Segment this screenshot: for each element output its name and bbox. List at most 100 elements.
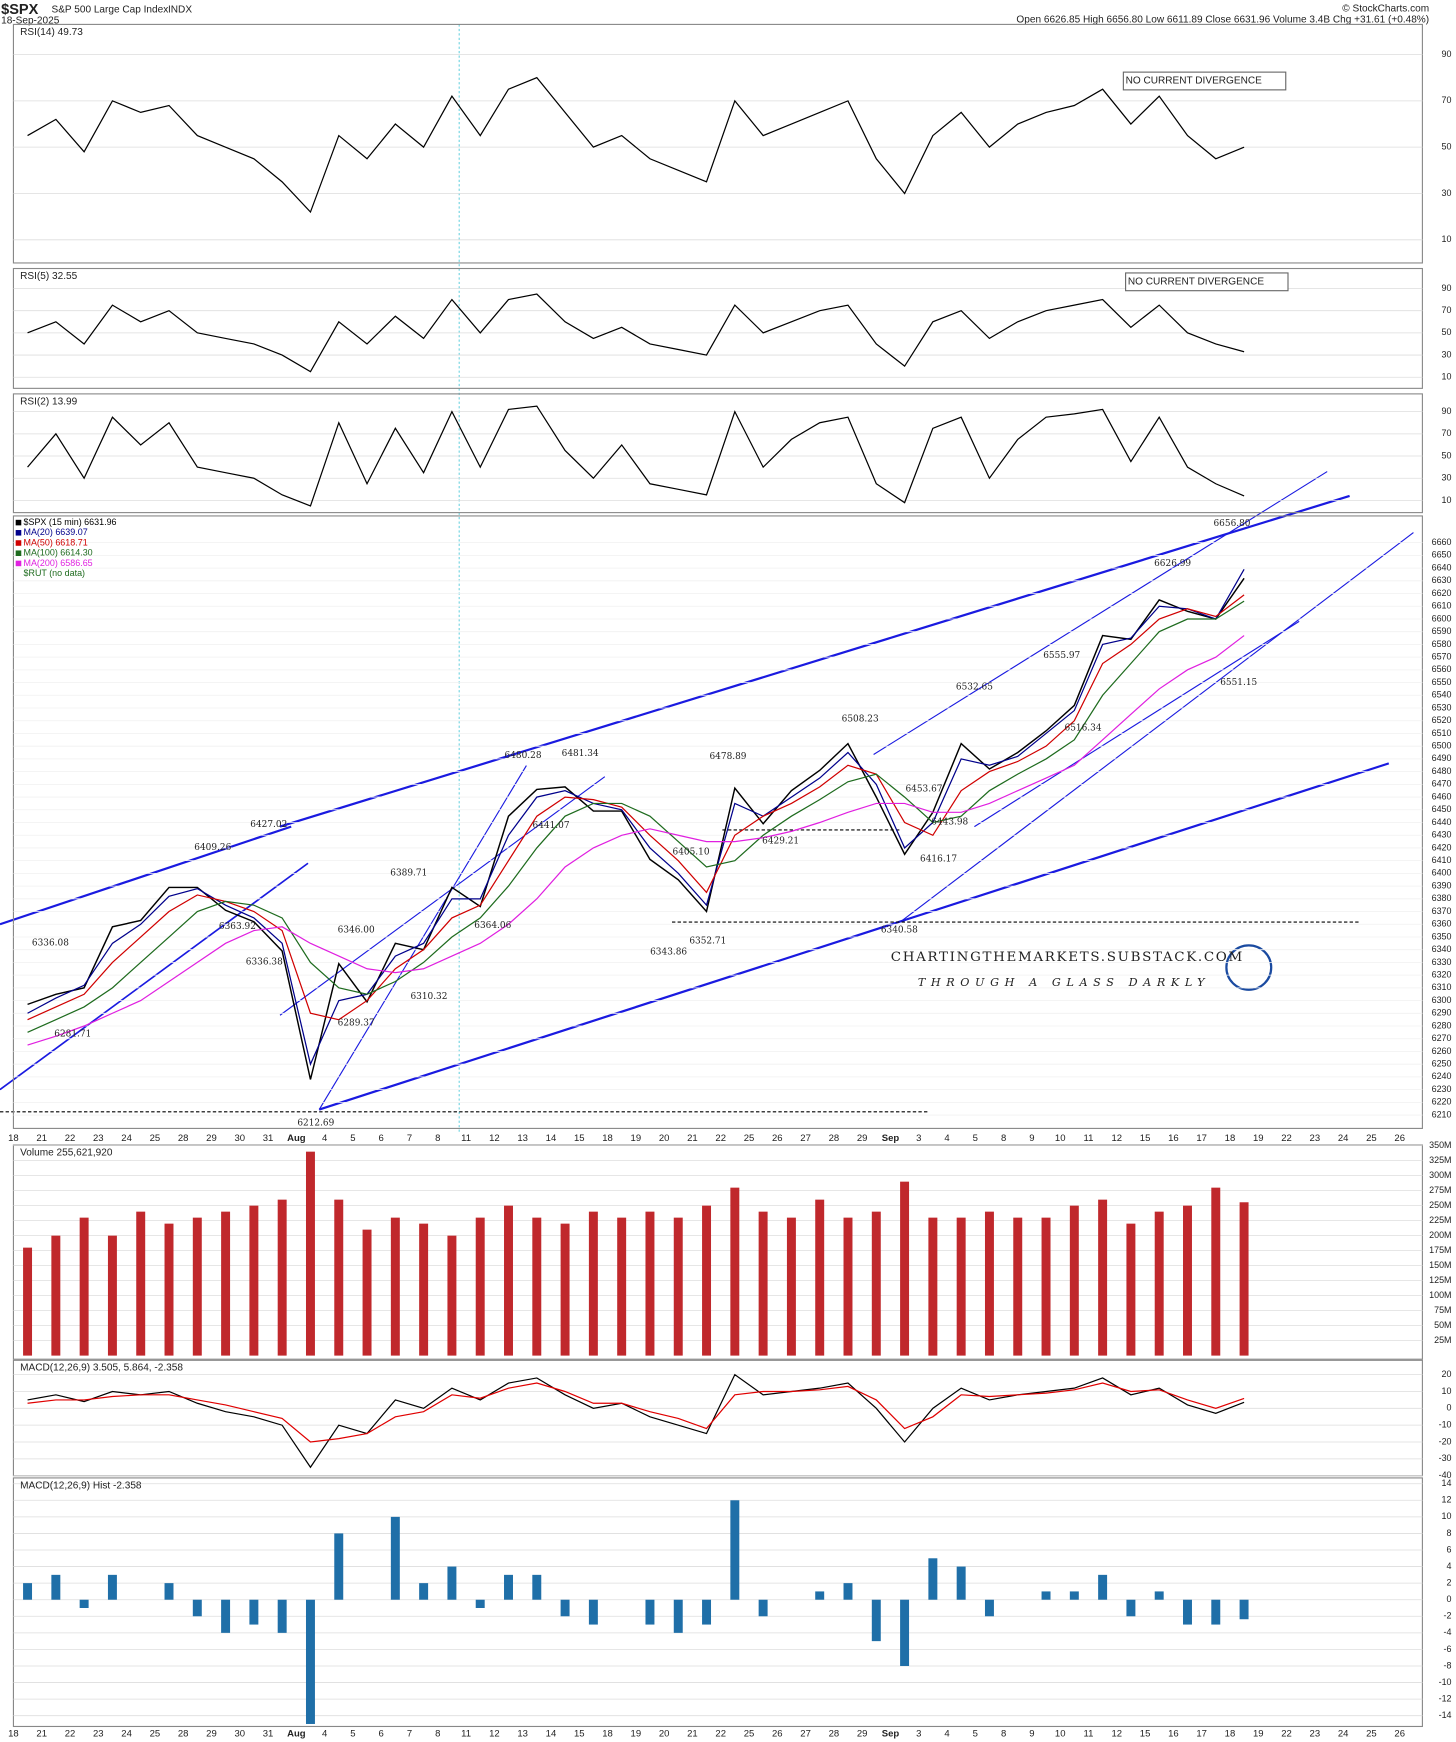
- x-tick-label: 25: [744, 1133, 755, 1144]
- bar: [1154, 1591, 1164, 1600]
- y-tick-label: 6560: [1432, 664, 1452, 674]
- legend-label: MA(100) 6614.30: [24, 548, 93, 558]
- pivot-label: 6352.71: [689, 936, 726, 946]
- bar: [192, 1599, 202, 1617]
- x-tick-label: 14: [546, 1133, 557, 1144]
- x-tick-label: 22: [1281, 1133, 1292, 1144]
- bar: [447, 1235, 457, 1356]
- x-tick-label: 28: [178, 1729, 189, 1740]
- bar: [419, 1583, 429, 1600]
- bar: [758, 1211, 768, 1356]
- bar: [51, 1235, 61, 1356]
- bar: [956, 1217, 966, 1356]
- annotation: NO CURRENT DIVERGENCE: [1126, 76, 1263, 87]
- x-tick-label: 26: [1394, 1133, 1405, 1144]
- bar: [1239, 1599, 1249, 1620]
- bar: [532, 1217, 542, 1356]
- bar: [532, 1574, 542, 1600]
- pivot-label: 6389.71: [390, 869, 427, 879]
- annotation-box: [1122, 71, 1287, 91]
- x-tick-label: 9: [1029, 1729, 1034, 1740]
- x-tick-label: 19: [631, 1729, 642, 1740]
- bar: [277, 1199, 287, 1356]
- bar: [1069, 1591, 1079, 1600]
- x-tick-label: 4: [322, 1729, 327, 1740]
- trend-line: [279, 494, 1350, 828]
- bar: [107, 1235, 117, 1356]
- x-tick-label: 15: [1140, 1133, 1151, 1144]
- y-tick-label: -4: [1444, 1627, 1452, 1637]
- x-tick-label: 25: [1366, 1133, 1377, 1144]
- pivot-label: 6516.34: [1065, 723, 1102, 733]
- y-tick-label: 70: [1442, 305, 1452, 315]
- y-tick-label: 6610: [1432, 601, 1452, 611]
- pivot-label: 6478.89: [709, 752, 746, 762]
- x-tick-label: 5: [350, 1133, 355, 1144]
- y-tick-label: 10: [1442, 1511, 1452, 1521]
- bar: [390, 1217, 400, 1356]
- bar: [51, 1574, 61, 1600]
- bar: [702, 1599, 712, 1625]
- x-tick-label: 15: [574, 1133, 585, 1144]
- y-tick-label: -30: [1439, 1453, 1452, 1463]
- y-tick-label: 6280: [1432, 1020, 1452, 1030]
- x-tick-label: 18: [8, 1133, 19, 1144]
- watermark-tagline: THROUGH A GLASS DARKLY: [918, 976, 1210, 989]
- bar: [588, 1211, 598, 1356]
- trend-line: [318, 762, 1390, 1111]
- annotation-box: [1125, 272, 1289, 292]
- bar: [984, 1211, 994, 1356]
- channel-line: [0, 862, 309, 1091]
- bar: [1126, 1223, 1136, 1356]
- y-tick-label: 6270: [1432, 1033, 1452, 1043]
- x-tick-label: 31: [263, 1133, 274, 1144]
- bar: [871, 1211, 881, 1356]
- channel-line: [901, 532, 1414, 922]
- watermark-site: CHARTINGTHEMARKETS.SUBSTACK.COM: [891, 950, 1244, 965]
- y-tick-label: 6460: [1432, 791, 1452, 801]
- x-tick-label: 9: [1029, 1133, 1034, 1144]
- bar: [305, 1599, 315, 1724]
- y-tick-label: 6510: [1432, 728, 1452, 738]
- x-tick-label: 31: [263, 1729, 274, 1740]
- y-tick-label: 6540: [1432, 690, 1452, 700]
- x-tick-label: 5: [350, 1729, 355, 1740]
- x-tick-label: 13: [517, 1729, 528, 1740]
- y-tick-label: -40: [1439, 1470, 1452, 1480]
- series-line: [27, 635, 1245, 1046]
- x-tick-label: 8: [1001, 1133, 1006, 1144]
- pivot-label: 6343.86: [650, 948, 687, 958]
- legend-label: MA(50) 6618.71: [24, 537, 88, 547]
- x-tick-label: 10: [1055, 1729, 1066, 1740]
- y-tick-label: -14: [1439, 1710, 1452, 1720]
- bar: [984, 1599, 994, 1617]
- y-tick-label: 6410: [1432, 855, 1452, 865]
- bar: [362, 1229, 372, 1356]
- legend-swatch: [15, 519, 22, 526]
- y-tick-label: 100M: [1429, 1290, 1451, 1300]
- x-tick-label: 18: [8, 1729, 19, 1740]
- x-tick-label: 22: [715, 1729, 726, 1740]
- series-line: [27, 1382, 1245, 1443]
- pivot-label: 6364.06: [474, 921, 511, 931]
- panel-title: Volume 255,621,920: [20, 1148, 113, 1159]
- pivot-label: 6212.69: [297, 1118, 334, 1128]
- bar: [164, 1223, 174, 1356]
- y-tick-label: 6230: [1432, 1084, 1452, 1094]
- y-tick-label: 6530: [1432, 702, 1452, 712]
- panel-frame: [12, 23, 1423, 264]
- x-tick-label: 23: [1310, 1133, 1321, 1144]
- y-tick-label: 350M: [1429, 1140, 1451, 1150]
- x-tick-label: Sep: [882, 1729, 900, 1740]
- x-tick-label: 23: [1310, 1729, 1321, 1740]
- y-tick-label: 6450: [1432, 804, 1452, 814]
- bar: [1183, 1205, 1192, 1356]
- x-tick-label: 24: [1338, 1133, 1349, 1144]
- bar: [730, 1187, 740, 1356]
- legend-label: $RUT (no data): [24, 568, 86, 578]
- y-tick-label: -2: [1444, 1611, 1452, 1621]
- pivot-label: 6555.97: [1043, 651, 1080, 661]
- x-tick-label: 11: [1084, 1133, 1094, 1144]
- panel-title: RSI(14) 49.73: [20, 27, 83, 38]
